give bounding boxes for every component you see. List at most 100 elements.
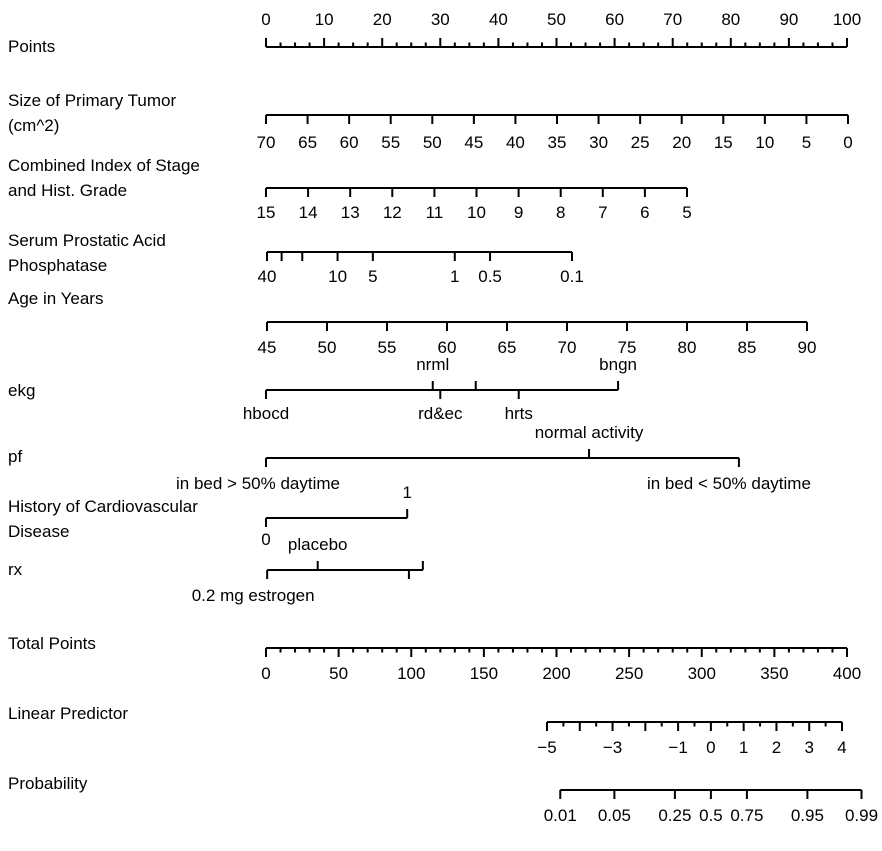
tumor-size-title: Size of Primary Tumor: [8, 91, 176, 110]
combined-index-tick-label: 8: [556, 203, 565, 222]
points-title: Points: [8, 37, 55, 56]
tumor-size-tick-label: 0: [843, 133, 852, 152]
pf-title: pf: [8, 447, 22, 466]
linear-predictor-tick-label: 3: [804, 738, 813, 757]
tumor-size-tick-label: 45: [464, 133, 483, 152]
serum-phosphatase-tick-label: 5: [368, 267, 377, 286]
age-title: Age in Years: [8, 289, 103, 308]
linear-predictor-tick-label: 4: [837, 738, 846, 757]
tumor-size-tick-label: 35: [548, 133, 567, 152]
serum-phosphatase-tick-label: 40: [258, 267, 277, 286]
total-points-tick-label: 400: [833, 664, 861, 683]
tumor-size-tick-label: 65: [298, 133, 317, 152]
tumor-size-tick-label: 70: [257, 133, 276, 152]
probability-tick-label: 0.25: [658, 806, 691, 825]
tumor-size-title: (cm^2): [8, 116, 59, 135]
age-tick-label: 50: [318, 338, 337, 357]
total-points-tick-label: 100: [397, 664, 425, 683]
tumor-size-tick-label: 60: [340, 133, 359, 152]
probability-tick-label: 0.75: [730, 806, 763, 825]
points-tick-label: 50: [547, 10, 566, 29]
probability-tick-label: 0.01: [544, 806, 577, 825]
serum-phosphatase-title: Phosphatase: [8, 256, 107, 275]
tumor-size-tick-label: 25: [631, 133, 650, 152]
cardiovascular-history-tick-label: 1: [402, 483, 411, 502]
points-tick-label: 20: [373, 10, 392, 29]
pf-tick-label: in bed < 50% daytime: [647, 474, 811, 493]
points-tick-label: 100: [833, 10, 861, 29]
cardiovascular-history-tick-label: 0: [261, 530, 270, 549]
probability-title: Probability: [8, 774, 88, 793]
combined-index-tick-label: 10: [467, 203, 486, 222]
tumor-size-tick-label: 10: [755, 133, 774, 152]
age-tick-label: 60: [438, 338, 457, 357]
linear-predictor-tick-label: 2: [772, 738, 781, 757]
rx-tick-label: placebo: [288, 535, 348, 554]
ekg-tick-label: nrml: [416, 355, 449, 374]
tumor-size-tick-label: 5: [802, 133, 811, 152]
pf-tick-label: in bed > 50% daytime: [176, 474, 340, 493]
combined-index-title: and Hist. Grade: [8, 181, 127, 200]
age-tick-label: 55: [378, 338, 397, 357]
total-points-tick-label: 200: [542, 664, 570, 683]
linear-predictor-tick-label: 0: [706, 738, 715, 757]
total-points-tick-label: 50: [329, 664, 348, 683]
age-tick-label: 70: [558, 338, 577, 357]
combined-index-title: Combined Index of Stage: [8, 156, 200, 175]
points-tick-label: 10: [315, 10, 334, 29]
total-points-tick-label: 0: [261, 664, 270, 683]
tumor-size-tick-label: 20: [672, 133, 691, 152]
total-points-tick-label: 250: [615, 664, 643, 683]
linear-predictor-tick-label: −1: [668, 738, 687, 757]
points-tick-label: 90: [779, 10, 798, 29]
probability-tick-label: 0.5: [699, 806, 723, 825]
linear-predictor-tick-label: −5: [537, 738, 556, 757]
points-tick-label: 0: [261, 10, 270, 29]
tumor-size-tick-label: 40: [506, 133, 525, 152]
combined-index-tick-label: 5: [682, 203, 691, 222]
cardiovascular-history-title: History of Cardiovascular: [8, 497, 198, 516]
combined-index-tick-label: 6: [640, 203, 649, 222]
probability-tick-label: 0.05: [598, 806, 631, 825]
probability-tick-label: 0.99: [845, 806, 878, 825]
linear-predictor-tick-label: −3: [603, 738, 622, 757]
age-tick-label: 45: [258, 338, 277, 357]
points-tick-label: 60: [605, 10, 624, 29]
tumor-size-tick-label: 15: [714, 133, 733, 152]
pf-tick-label: normal activity: [535, 423, 644, 442]
combined-index-tick-label: 13: [341, 203, 360, 222]
total-points-tick-label: 150: [470, 664, 498, 683]
probability-tick-label: 0.95: [791, 806, 824, 825]
total-points-title: Total Points: [8, 634, 96, 653]
serum-phosphatase-tick-label: 1: [450, 267, 459, 286]
serum-phosphatase-tick-label: 0.5: [478, 267, 502, 286]
combined-index-tick-label: 7: [598, 203, 607, 222]
rx-title: rx: [8, 560, 23, 579]
ekg-tick-label: hrts: [505, 404, 533, 423]
age-tick-label: 65: [498, 338, 517, 357]
ekg-title: ekg: [8, 381, 35, 400]
age-tick-label: 85: [738, 338, 757, 357]
rx-tick-label: 0.2 mg estrogen: [192, 586, 315, 605]
age-tick-label: 90: [798, 338, 817, 357]
ekg-tick-label: rd&ec: [418, 404, 463, 423]
ekg-tick-label: bngn: [599, 355, 637, 374]
points-tick-label: 40: [489, 10, 508, 29]
combined-index-tick-label: 9: [514, 203, 523, 222]
combined-index-tick-label: 15: [257, 203, 276, 222]
linear-predictor-tick-label: 1: [739, 738, 748, 757]
points-tick-label: 30: [431, 10, 450, 29]
age-tick-label: 75: [618, 338, 637, 357]
serum-phosphatase-title: Serum Prostatic Acid: [8, 231, 166, 250]
combined-index-tick-label: 11: [426, 203, 444, 222]
points-tick-label: 80: [721, 10, 740, 29]
tumor-size-tick-label: 30: [589, 133, 608, 152]
serum-phosphatase-tick-label: 0.1: [560, 267, 584, 286]
combined-index-tick-label: 12: [383, 203, 402, 222]
age-tick-label: 80: [678, 338, 697, 357]
points-tick-label: 70: [663, 10, 682, 29]
tumor-size-tick-label: 50: [423, 133, 442, 152]
cardiovascular-history-title: Disease: [8, 522, 69, 541]
